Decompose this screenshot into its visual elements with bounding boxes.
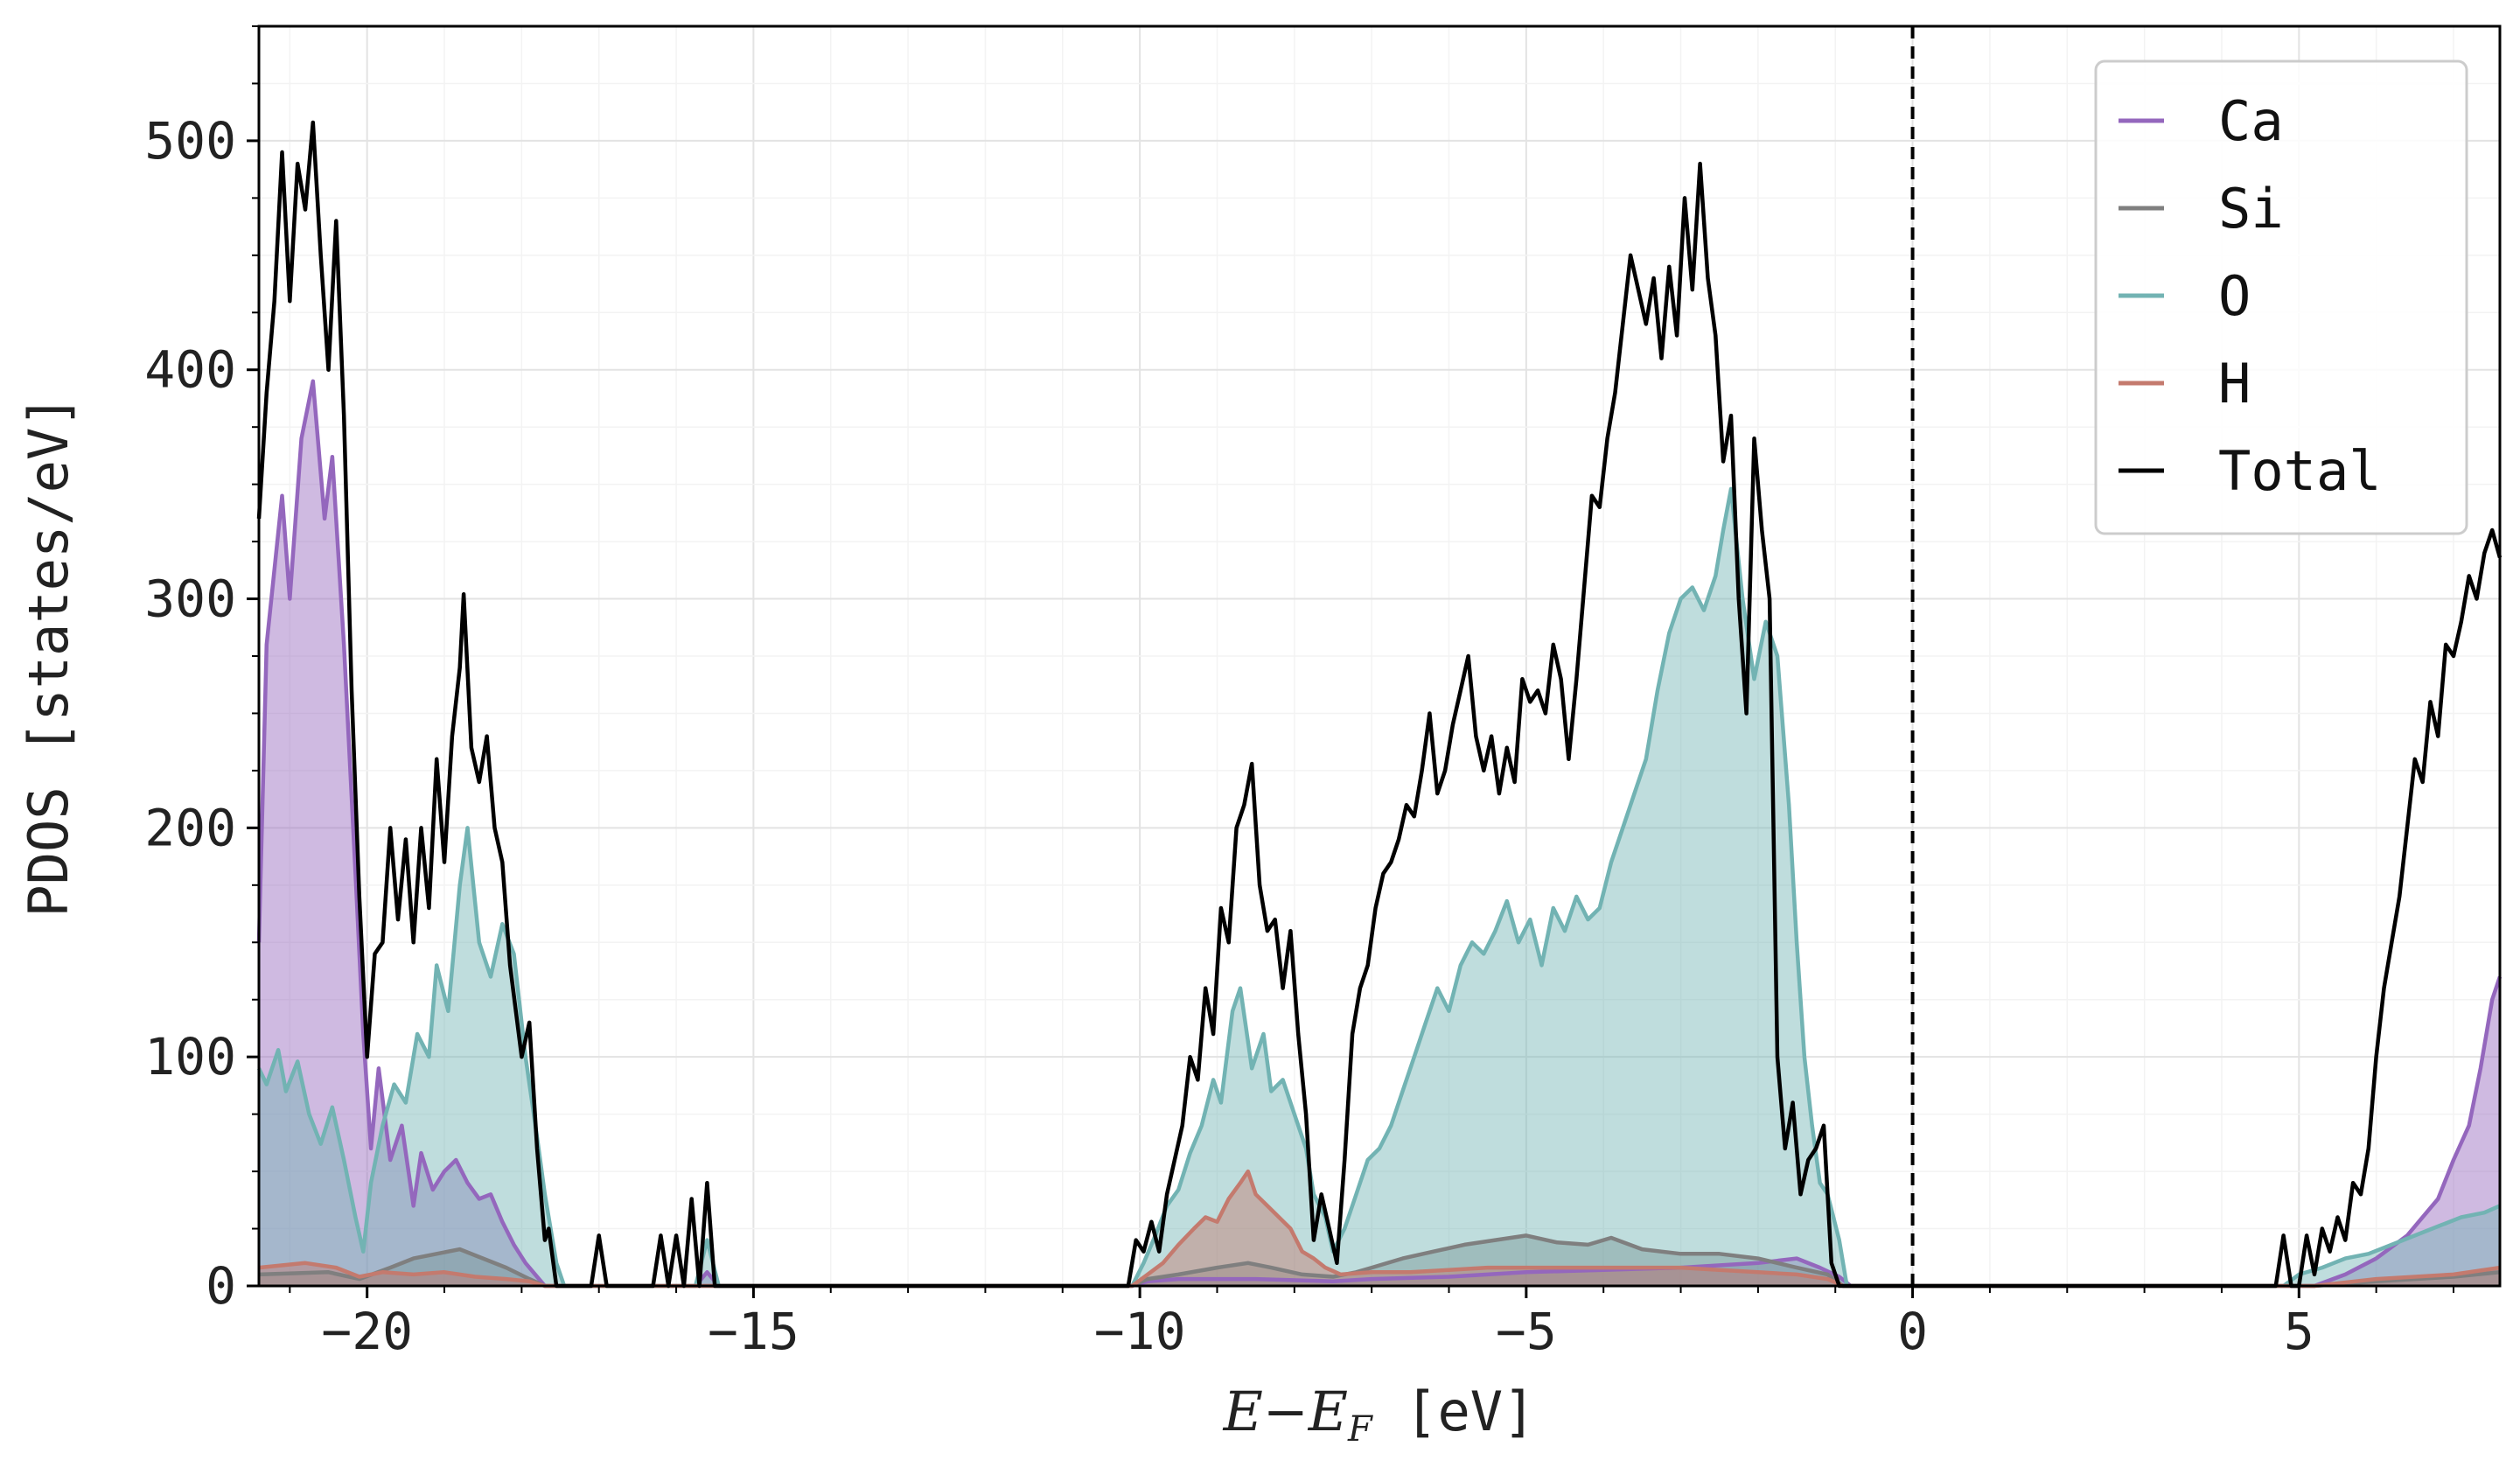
x-tick-label: −10 <box>1094 1302 1186 1361</box>
series-line-h <box>258 1169 2501 1289</box>
x-tick-label: 0 <box>1897 1302 1928 1361</box>
x-tick-label: 5 <box>2284 1302 2314 1361</box>
y-tick-label: 300 <box>144 569 236 629</box>
legend-label-o: O <box>2218 264 2251 328</box>
y-tick-label: 200 <box>144 798 236 857</box>
series-line-o <box>256 486 2501 1289</box>
y-tick-label: 0 <box>206 1256 236 1316</box>
series-fills <box>259 381 2500 1286</box>
legend: Ca Si OH Total <box>2094 59 2468 535</box>
x-tick-label: −15 <box>708 1302 799 1361</box>
series-fill-si <box>259 1235 2500 1286</box>
x-axis-label-main: E−E <box>1223 1380 1348 1443</box>
x-tick-label: −20 <box>321 1302 413 1361</box>
x-axis-label-subscript: F <box>1347 1409 1373 1450</box>
series-fill-o <box>259 488 2500 1286</box>
x-tick-label: −5 <box>1496 1302 1557 1361</box>
y-tick-label: 500 <box>144 111 236 171</box>
legend-label-ca: Ca <box>2218 89 2284 153</box>
legend-label-si: Si <box>2218 177 2284 241</box>
legend-box <box>2094 59 2468 535</box>
series-line-si <box>258 1233 2501 1289</box>
y-tick-label: 100 <box>144 1027 236 1086</box>
x-axis-label-unit: [eV] <box>1372 1380 1536 1443</box>
legend-label-total: Total <box>2218 439 2382 503</box>
y-axis-label: PDOS [states/eV] <box>17 395 80 917</box>
y-tick-label: 400 <box>144 340 236 400</box>
legend-label-h: H <box>2218 352 2251 416</box>
x-axis-label: E−EF [eV] <box>1223 1380 1536 1450</box>
